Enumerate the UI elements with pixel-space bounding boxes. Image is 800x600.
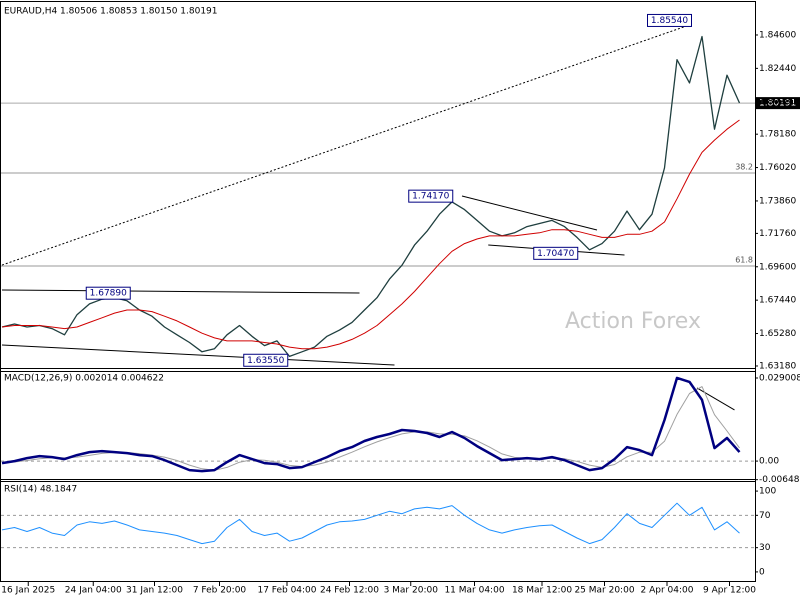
x-tick-label: 11 Mar 04:00 <box>444 586 504 596</box>
annotation-box <box>243 353 289 367</box>
x-tick-label: 17 Feb 04:00 <box>257 586 316 596</box>
annotation-label: 1.70470 <box>537 249 574 259</box>
y-tick-label: 1.76020 <box>759 163 796 173</box>
annotation-label: 1.67890 <box>90 289 127 299</box>
price-label: 1.80191 <box>759 99 796 109</box>
x-tick-label: 3 Mar 20:00 <box>384 586 439 596</box>
y-tick-label: 1.84600 <box>759 30 796 40</box>
trend-line <box>1 289 360 294</box>
series-line <box>1 386 740 471</box>
y-tick-label: 70 <box>759 511 771 521</box>
y-tick-label: 1.82440 <box>759 64 796 74</box>
x-tick-label: 16 Jan 2025 <box>1 586 55 596</box>
level-label: 61.8 <box>735 256 753 265</box>
panel-frame <box>0 368 756 482</box>
trend-line <box>1 344 395 366</box>
y-tick-label: 1.80280 <box>759 97 796 107</box>
annotation-box <box>408 189 454 203</box>
watermark: Action Forex <box>565 309 701 334</box>
annotation-box <box>533 246 579 260</box>
annotation-label: 1.85540 <box>651 16 688 26</box>
y-tick-label: 100 <box>759 487 776 497</box>
annotation-box <box>647 13 692 27</box>
panel-title: EURAUD,H4 1.80506 1.80853 1.80150 1.8019… <box>4 7 218 17</box>
panel-frame <box>0 479 756 582</box>
y-tick-label: 1.69600 <box>759 262 796 272</box>
panel-title: RSI(14) 48.1847 <box>4 485 77 495</box>
series-line <box>1 119 740 350</box>
y-tick-label: 1.71760 <box>759 229 796 239</box>
trend-line <box>696 387 735 411</box>
trend-line <box>1 24 690 266</box>
y-tick-label: 1.73860 <box>759 196 796 206</box>
series-line <box>1 376 741 473</box>
x-tick-label: 2 Apr 04:00 <box>641 586 694 596</box>
x-tick-label: 24 Jan 04:00 <box>65 586 122 596</box>
trend-line <box>461 195 598 231</box>
y-tick-label: 0.029008 <box>759 373 800 383</box>
y-tick-label: -0.006489 <box>759 475 800 485</box>
annotation-box <box>85 286 131 300</box>
y-tick-label: 1.65280 <box>759 329 796 339</box>
x-tick-label: 18 Mar 12:00 <box>512 586 572 596</box>
level-label: 38.2 <box>735 162 753 171</box>
y-tick-label: 1.63180 <box>759 361 796 371</box>
x-tick-label: 31 Jan 12:00 <box>126 586 183 596</box>
annotation-label: 1.74170 <box>412 192 449 202</box>
x-tick-label: 7 Feb 20:00 <box>193 586 247 596</box>
series-line <box>1 502 740 545</box>
x-tick-label: 25 Mar 20:00 <box>574 586 634 596</box>
panel-title: MACD(12,26,9) 0.002014 0.004622 <box>4 374 164 384</box>
y-tick-label: 30 <box>759 543 771 553</box>
x-tick-label: 9 Apr 12:00 <box>703 586 756 596</box>
price-box <box>756 97 800 110</box>
y-tick-label: 0 <box>759 567 765 577</box>
series-line <box>1 35 741 358</box>
y-tick-label: 0.00 <box>759 457 779 467</box>
x-tick-label: 24 Feb 12:00 <box>320 586 379 596</box>
panel-frame <box>0 1 756 372</box>
y-tick-label: 1.78180 <box>759 130 796 140</box>
y-tick-label: 1.67440 <box>759 296 796 306</box>
annotation-label: 1.63550 <box>247 356 284 366</box>
